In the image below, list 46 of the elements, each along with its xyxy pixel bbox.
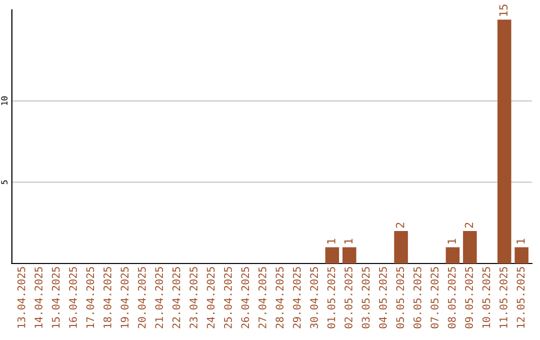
x-tick-label: 26.04.2025 <box>241 267 250 328</box>
bar <box>463 230 477 264</box>
x-tick-label: 25.04.2025 <box>224 267 232 328</box>
y-tick-label: 5 <box>1 180 8 184</box>
x-tick-label: 24.04.2025 <box>206 267 215 328</box>
x-tick-label: 22.04.2025 <box>172 267 180 328</box>
data-label: 1 <box>516 238 525 244</box>
data-label: 1 <box>448 238 456 244</box>
x-tick-label: 13.04.2025 <box>17 267 26 328</box>
x-tick-label: 12.05.2025 <box>516 267 525 328</box>
x-tick-label: 27.04.2025 <box>258 267 266 328</box>
data-label: 2 <box>464 222 474 228</box>
data-label: 1 <box>344 238 352 244</box>
x-tick-label: 05.05.2025 <box>396 267 404 328</box>
x-tick-label: 09.05.2025 <box>465 267 473 328</box>
x-tick-label: 17.04.2025 <box>86 267 94 328</box>
x-tick-label: 21.04.2025 <box>155 267 164 328</box>
x-tick-label: 20.04.2025 <box>138 267 146 328</box>
bar <box>514 247 528 264</box>
x-tick-label: 06.05.2025 <box>413 267 422 328</box>
x-tick-label: 04.05.2025 <box>378 267 387 328</box>
x-tick-label: 30.04.2025 <box>310 267 318 328</box>
bar <box>497 20 512 264</box>
x-tick-label: 16.04.2025 <box>69 267 77 328</box>
x-tick-label: 01.05.2025 <box>327 267 336 328</box>
x-tick-label: 18.04.2025 <box>103 267 112 328</box>
x-tick-label: 02.05.2025 <box>344 267 352 328</box>
x-tick-label: 29.04.2025 <box>292 267 301 328</box>
data-label: 1 <box>327 238 336 244</box>
bar <box>325 247 340 264</box>
bar <box>342 247 356 264</box>
data-label: 15 <box>499 4 508 16</box>
x-tick-label: 03.05.2025 <box>362 267 370 328</box>
bar <box>394 230 408 264</box>
x-tick-label: 11.05.2025 <box>500 267 508 328</box>
x-tick-label: 19.04.2025 <box>120 267 129 328</box>
x-tick-label: 07.05.2025 <box>430 267 439 328</box>
x-tick-label: 08.05.2025 <box>448 267 456 328</box>
data-label: 2 <box>396 222 404 228</box>
x-tick-label: 15.04.2025 <box>52 267 60 328</box>
y-tick-label: 10 <box>1 96 8 105</box>
x-tick-label: 10.05.2025 <box>482 267 490 328</box>
x-tick-label: 14.04.2025 <box>34 267 42 328</box>
x-tick-label: 23.04.2025 <box>190 267 198 328</box>
bar <box>446 247 460 264</box>
x-tick-label: 28.04.2025 <box>276 267 284 328</box>
